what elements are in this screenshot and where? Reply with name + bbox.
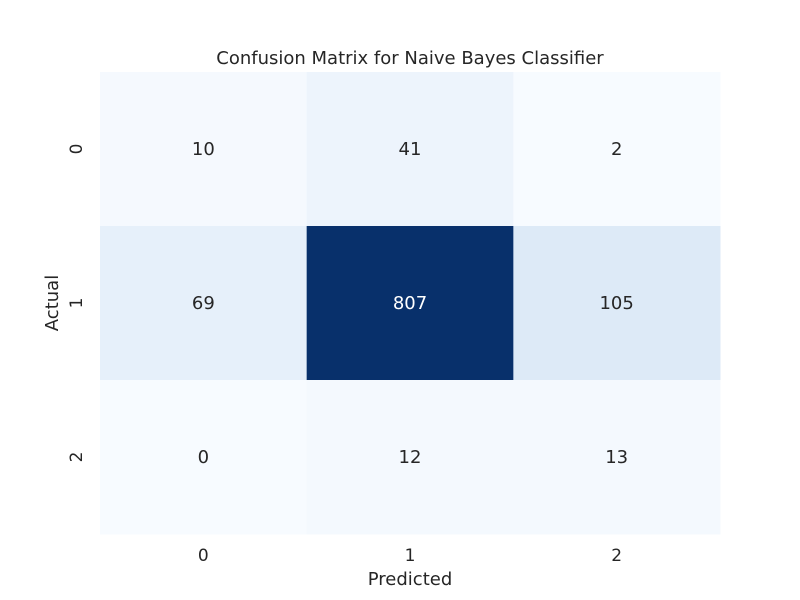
cell-value-label-r2-c0: 0	[198, 447, 209, 468]
y-tick-label-0: 0	[67, 144, 87, 155]
chart-title: Confusion Matrix for Naive Bayes Classif…	[216, 48, 604, 69]
cell-value-label-r0-c1: 41	[399, 139, 422, 160]
x-tick-label-0: 0	[198, 546, 209, 566]
x-axis-label: Predicted	[368, 569, 453, 590]
cell-value-label-r1-c0: 69	[192, 293, 215, 314]
heatmap-cell-r2-c2	[513, 380, 721, 535]
x-tick-label-2: 2	[611, 546, 622, 566]
heatmap-cell-r0-c2	[513, 72, 721, 227]
y-tick-labels: 0 1 2	[67, 144, 87, 463]
cell-value-label-r0-c2: 2	[611, 139, 622, 160]
heatmap-cell-r2-c0	[100, 380, 308, 535]
y-axis-label: Actual	[42, 275, 63, 331]
y-tick-label-1: 1	[67, 298, 87, 309]
x-tick-label-1: 1	[405, 546, 416, 566]
y-tick-label-2: 2	[67, 452, 87, 463]
cell-value-label-r0-c0: 10	[192, 139, 215, 160]
heatmap-cell-r0-c0	[100, 72, 308, 227]
heatmap-cell-r1-c1	[306, 226, 514, 381]
cell-value-label-r1-c2: 105	[599, 293, 633, 314]
heatmap-cells: 10 41 2 69 807 105 0 12 13	[100, 72, 721, 535]
cell-value-label-r2-c1: 12	[399, 447, 422, 468]
heatmap-cell-r1-c0	[100, 226, 308, 381]
heatmap-cell-r0-c1	[306, 72, 514, 227]
heatmap-cell-r1-c2	[513, 226, 721, 381]
heatmap-cell-r2-c1	[306, 380, 514, 535]
x-tick-labels: 0 1 2	[198, 546, 622, 566]
cell-value-label-r2-c2: 13	[605, 447, 628, 468]
cell-value-label-r1-c1: 807	[393, 293, 427, 314]
